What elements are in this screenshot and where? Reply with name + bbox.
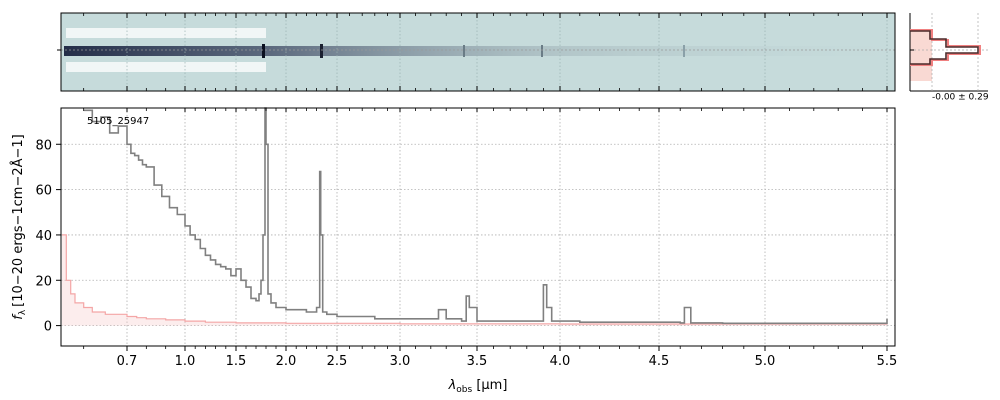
spectrum-2d-emission-line-1 [262, 44, 265, 58]
profile-panel-label: -0.00 ± 0.29 [932, 93, 989, 103]
spectrum-2d-ticks [83, 13, 888, 91]
x-gridlines [126, 108, 888, 346]
y-axis-ticks: 0 20 40 60 80 [35, 138, 61, 335]
x-axis-ticks: 0.7 1.0 1.5 2.0 2.5 3.0 3.5 4.0 4.5 5.0 5.5 [83, 108, 898, 369]
series-error-line [62, 234, 888, 325]
y-tick-label: 40 [35, 229, 52, 244]
profile-panel-fill [910, 30, 932, 81]
x-tick-label: 5.5 [877, 354, 898, 369]
x-axis-label-unit: [μm] [472, 378, 507, 393]
spectrum-2d-frame [60, 12, 896, 92]
spectrum-2d-gridlines [126, 13, 888, 91]
y-axis-label-sub: λ [18, 309, 28, 315]
x-axis-label: λobs [μm] [448, 378, 508, 395]
x-tick-label: 3.5 [467, 354, 488, 369]
spectrum-1d-panel: 0.7 1.0 1.5 2.0 2.5 3.0 3.5 4.0 4.5 5.0 5.5 0 20 40 6… [35, 107, 898, 369]
spectrum-1d-background [61, 108, 895, 346]
y-axis-label-f: f [11, 313, 26, 320]
spectrum-1d-frame [60, 107, 896, 347]
x-tick-label: 1.0 [175, 354, 196, 369]
x-axis-label-symbol: λ [448, 378, 457, 393]
spectrum-2d-panel [57, 12, 896, 92]
object-label: 5105_25947 [87, 116, 149, 127]
y-tick-label: 0 [44, 320, 52, 335]
x-tick-label: 1.5 [226, 354, 247, 369]
spectrum-2d-emission-line-4 [541, 45, 543, 57]
x-tick-label: 4.0 [550, 354, 571, 369]
spectrum-2d-trace [64, 46, 895, 56]
x-tick-label: 5.0 [755, 354, 776, 369]
spectrum-2d-emission-line-5 [683, 45, 685, 57]
y-tick-label: 20 [35, 274, 52, 289]
y-tick-label: 80 [35, 138, 52, 153]
x-tick-label: 2.5 [327, 354, 348, 369]
x-tick-label: 3.0 [390, 354, 411, 369]
spectrum-2d-emission-line-2 [320, 44, 323, 58]
x-axis-label-sub: obs [456, 385, 472, 395]
y-axis-label: fλ [10−20 ergs−1cm−2Å−1] [10, 134, 28, 320]
y-tick-label: 60 [35, 184, 52, 199]
spectrum-2d-lower-band [66, 62, 266, 72]
x-tick-label: 4.5 [649, 354, 670, 369]
y-axis-label-unit: [10−20 ergs−1cm−2Å−1] [10, 134, 26, 307]
spectrum-2d-emission-line-3 [463, 45, 465, 57]
spectrum-2d-upper-band [66, 28, 266, 38]
x-tick-label: 0.7 [117, 354, 138, 369]
profile-panel: -0.00 ± 0.29 [909, 13, 989, 103]
profile-curve-data [910, 30, 979, 65]
x-tick-label: 2.0 [276, 354, 297, 369]
y-gridlines [61, 143, 895, 327]
